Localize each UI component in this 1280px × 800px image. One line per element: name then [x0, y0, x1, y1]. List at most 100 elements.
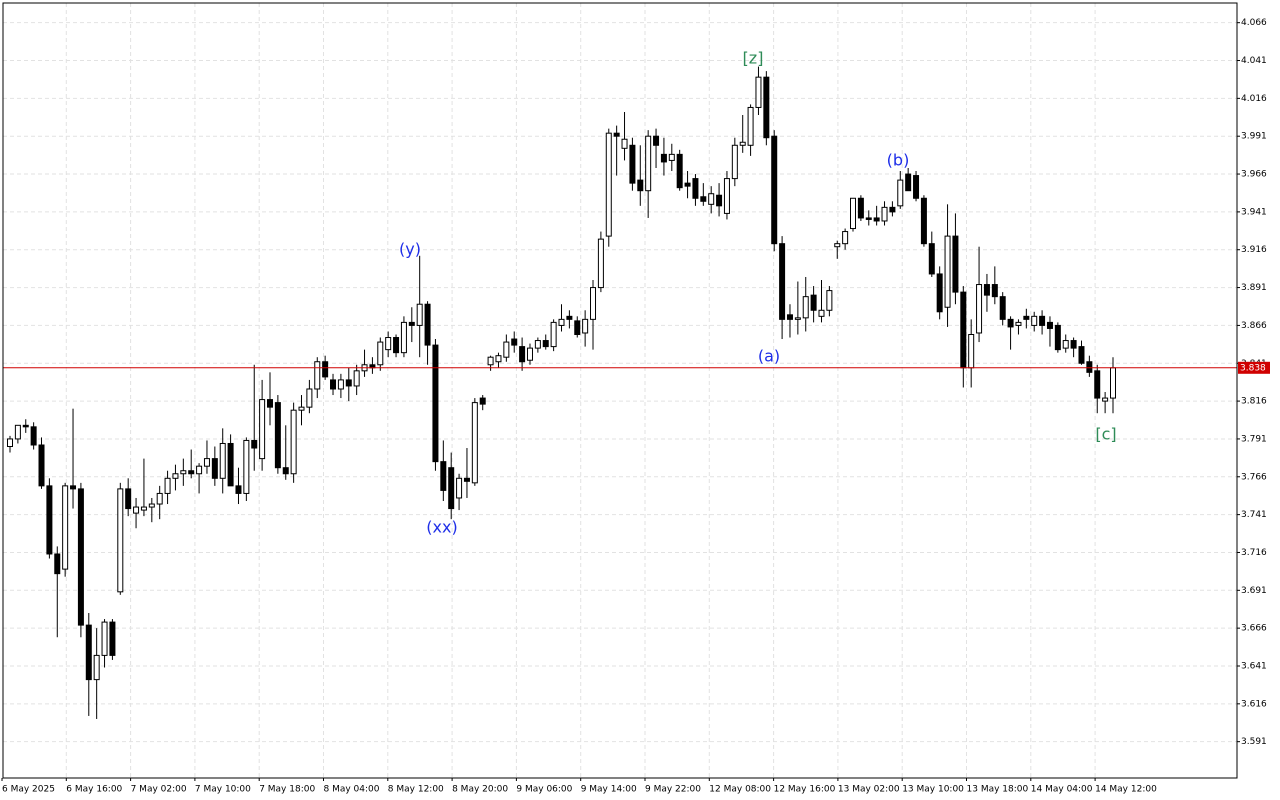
body: [274, 402, 281, 469]
x-tick-label: 12 May 16:00: [774, 785, 836, 795]
body: [605, 132, 612, 237]
body: [786, 314, 793, 320]
body: [905, 173, 912, 192]
body: [125, 488, 132, 510]
body: [117, 488, 124, 593]
body: [314, 361, 321, 390]
body: [140, 506, 147, 511]
body: [251, 439, 258, 449]
body: [148, 503, 155, 508]
body: [282, 467, 289, 475]
body: [408, 321, 415, 326]
body: [38, 444, 45, 487]
body: [952, 235, 959, 293]
body: [1110, 367, 1116, 399]
body: [290, 409, 297, 475]
wave-label: [c]: [1095, 425, 1116, 444]
candles: [3, 66, 1237, 719]
body: [156, 492, 163, 505]
body: [322, 361, 329, 378]
body: [22, 424, 29, 428]
body: [613, 132, 620, 137]
body: [77, 488, 84, 626]
y-tick-label: 3.816: [1241, 397, 1267, 407]
body: [219, 442, 226, 479]
body: [779, 243, 786, 320]
y-tick-label: 4.016: [1241, 94, 1267, 104]
body: [731, 144, 738, 180]
body: [54, 553, 61, 575]
y-tick-label: 3.591: [1241, 737, 1267, 747]
body: [991, 284, 998, 298]
body: [826, 290, 833, 311]
y-tick-label: 3.966: [1241, 170, 1267, 180]
body: [235, 485, 242, 494]
body: [968, 333, 975, 369]
body: [1023, 315, 1030, 320]
body: [495, 355, 502, 363]
x-tick-label: 13 May 10:00: [902, 785, 964, 795]
body: [857, 197, 864, 219]
body: [172, 473, 179, 479]
body: [456, 477, 463, 499]
x-tick-label: 6 May 2025: [2, 785, 55, 795]
body: [353, 370, 360, 387]
body: [865, 217, 872, 220]
body: [834, 243, 841, 248]
y-tick-label: 3.991: [1241, 132, 1267, 142]
body: [976, 284, 983, 334]
body: [1102, 397, 1109, 402]
body: [432, 344, 439, 463]
body: [897, 179, 904, 207]
body: [1094, 370, 1101, 399]
body: [723, 178, 730, 214]
body: [818, 309, 825, 317]
body: [330, 379, 337, 390]
x-tick-label: 14 May 04:00: [1031, 785, 1093, 795]
body: [519, 346, 526, 363]
body: [30, 426, 37, 446]
y-tick-label: 3.791: [1241, 434, 1267, 444]
body: [802, 296, 809, 319]
body: [337, 379, 344, 390]
body: [936, 273, 943, 313]
body: [700, 196, 707, 202]
x-tick-label: 8 May 20:00: [452, 785, 508, 795]
body: [448, 467, 455, 510]
y-tick-label: 4.041: [1241, 56, 1267, 66]
x-tick-label: 12 May 08:00: [709, 785, 771, 795]
body: [668, 153, 675, 161]
body: [93, 654, 100, 681]
body: [574, 320, 581, 335]
x-tick-label: 7 May 18:00: [259, 785, 315, 795]
body: [960, 291, 967, 369]
body: [164, 477, 171, 494]
body: [196, 465, 203, 475]
body: [566, 315, 573, 320]
body: [203, 458, 210, 467]
x-tick-label: 9 May 14:00: [581, 785, 637, 795]
body: [1062, 340, 1069, 349]
x-tick-label: 6 May 16:00: [66, 785, 122, 795]
body: [1086, 361, 1093, 373]
x-tick-label: 8 May 12:00: [388, 785, 444, 795]
body: [850, 197, 857, 230]
body: [1031, 315, 1038, 326]
y-tick-label: 3.716: [1241, 548, 1267, 558]
body: [881, 206, 888, 222]
wave-label: (a): [758, 347, 780, 366]
body: [188, 470, 195, 475]
body: [739, 141, 746, 146]
y-tick-label: 3.666: [1241, 624, 1267, 634]
x-tick-label: 7 May 02:00: [131, 785, 187, 795]
body: [385, 337, 392, 351]
y-tick-label: 3.741: [1241, 510, 1267, 520]
body: [590, 287, 597, 320]
body: [913, 175, 920, 199]
body: [101, 621, 108, 656]
body: [70, 485, 77, 490]
body: [345, 379, 352, 387]
body: [755, 76, 762, 108]
